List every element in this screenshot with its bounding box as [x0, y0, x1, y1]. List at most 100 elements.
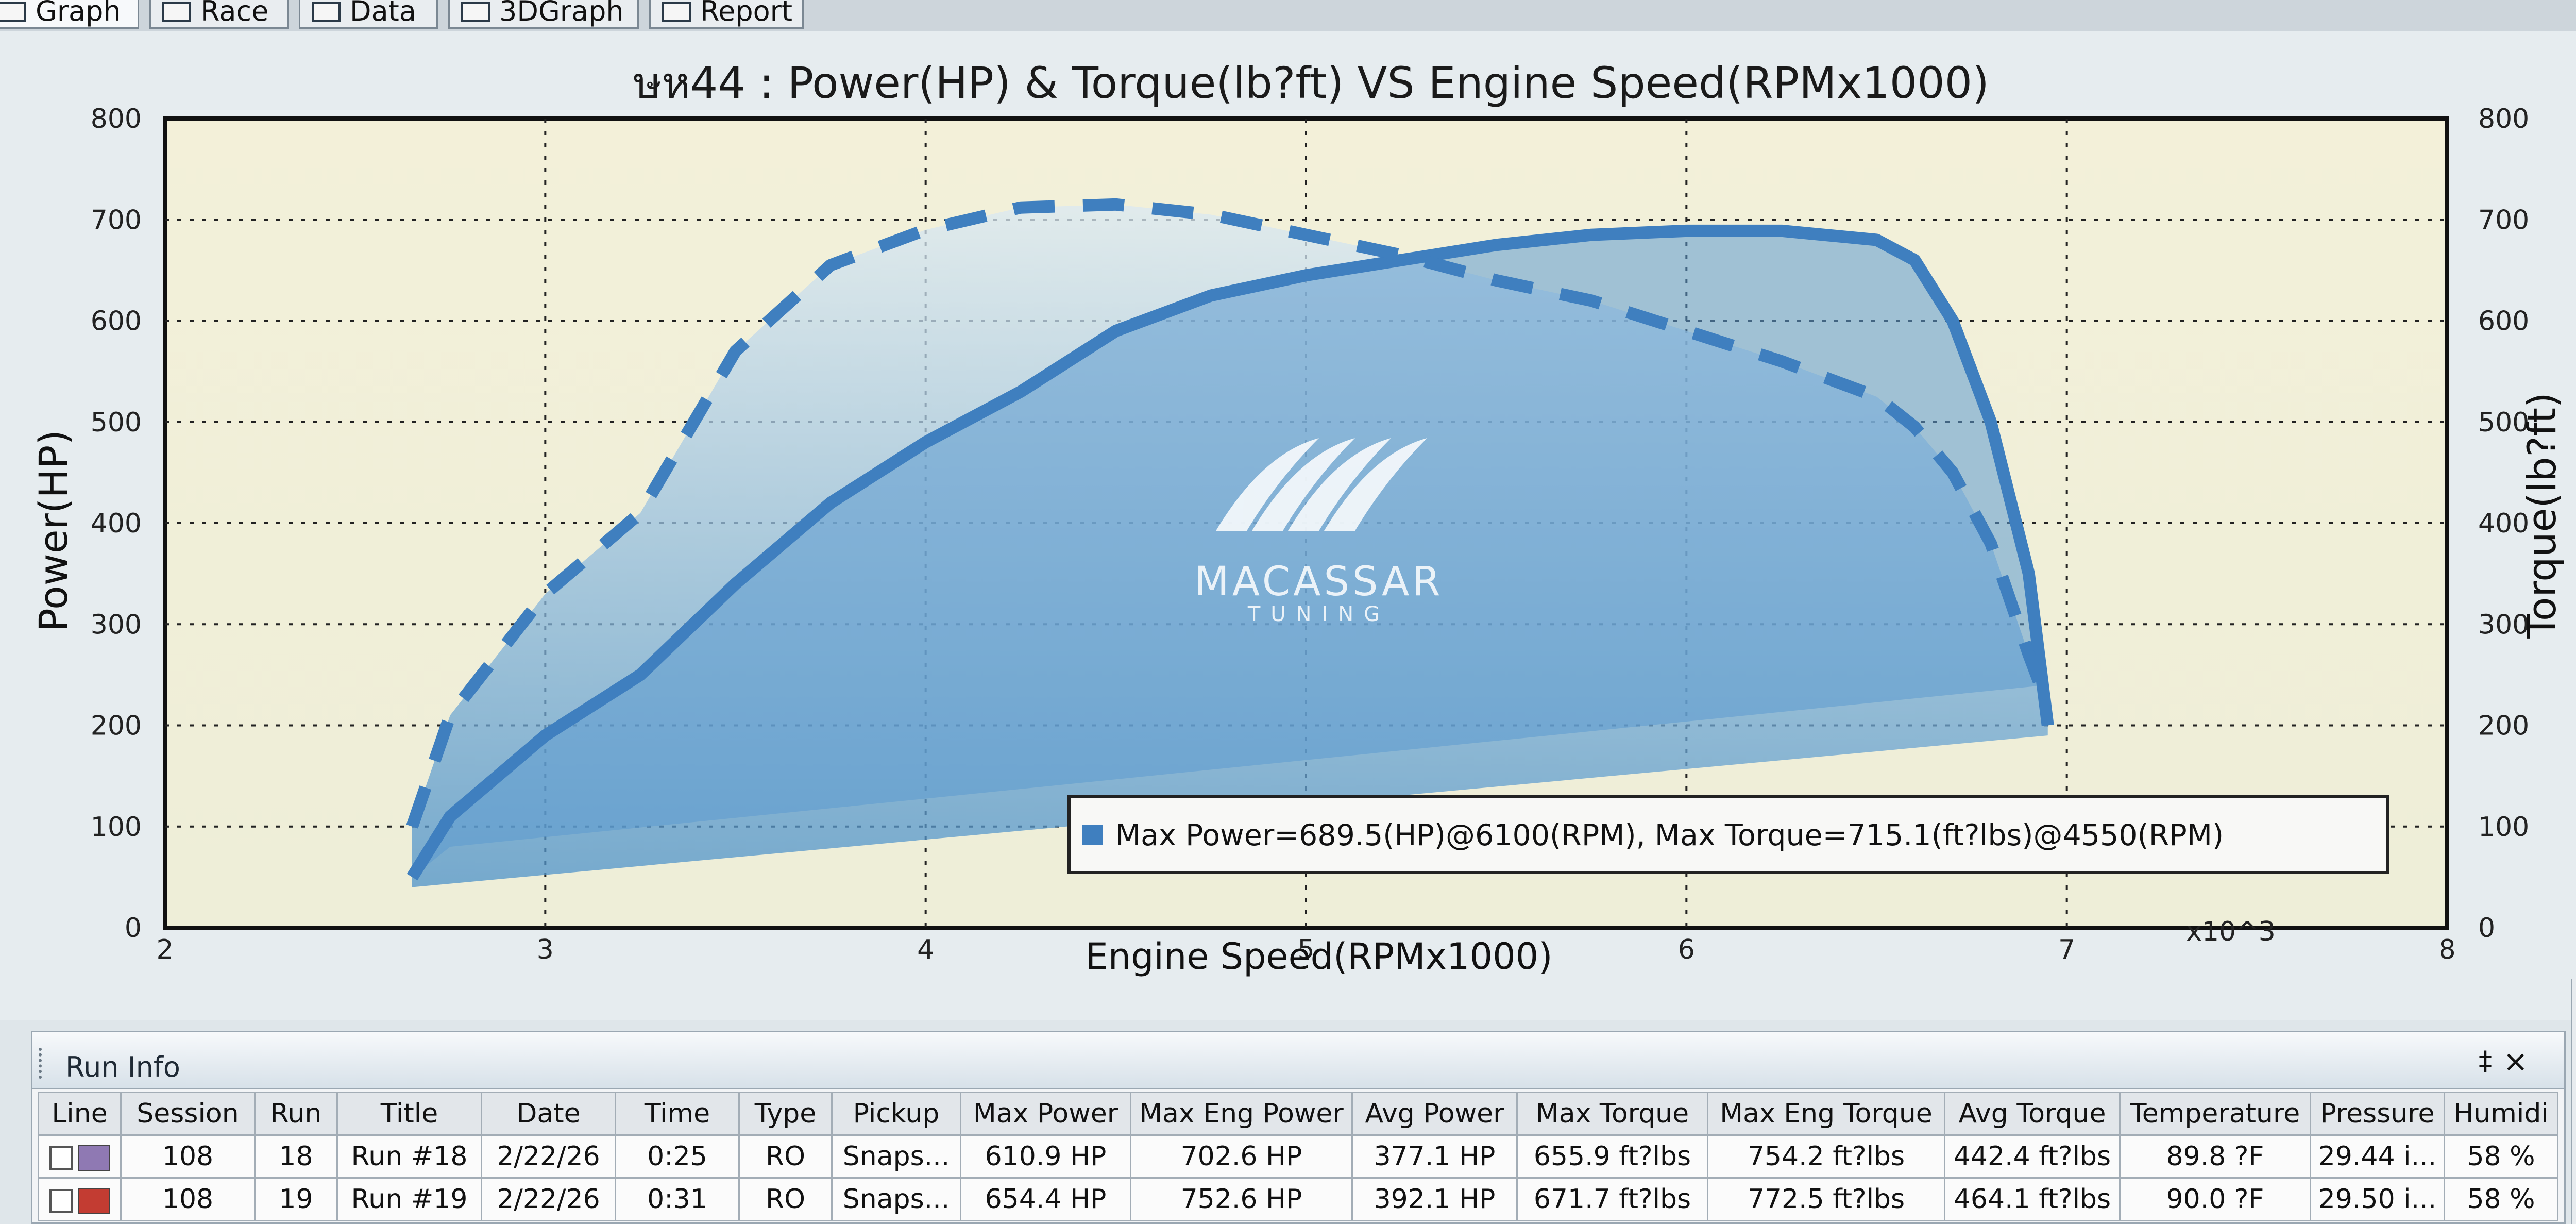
column-header[interactable]: Line: [38, 1092, 122, 1136]
y-left-tick-label: 300: [91, 609, 142, 640]
y-right-tick-label: 700: [2478, 205, 2529, 236]
tab-race-label: Race: [200, 0, 269, 27]
column-header[interactable]: Type: [738, 1092, 833, 1136]
table-cell: 58 %: [2444, 1134, 2558, 1179]
y-left-tick-label: 200: [91, 711, 142, 742]
table-cell: Snaps...: [831, 1177, 961, 1221]
y-right-tick-label: 400: [2478, 508, 2529, 539]
table-row[interactable]: 108 19 Run #19 2/22/26 0:31 RO Snaps... 654.4 H…: [38, 1177, 2558, 1221]
y-left-tick-label: 800: [91, 104, 142, 135]
tab-graph[interactable]: Graph: [0, 0, 139, 29]
table-cell: 392.1 HP: [1351, 1177, 1518, 1221]
line-cell[interactable]: [38, 1177, 122, 1221]
grip-icon[interactable]: [39, 1048, 53, 1079]
torque-series-line: [406, 198, 2054, 829]
legend-text: Max Power=689.5(HP)@6100(RPM), Max Torqu…: [1115, 818, 2224, 852]
y-left-axis-label: Power(HP): [30, 430, 76, 632]
tab-race[interactable]: Race: [149, 0, 289, 29]
column-header[interactable]: Humidi: [2444, 1092, 2558, 1136]
y-right-tick-label: 300: [2478, 609, 2529, 640]
y-left-tick-label: 500: [91, 407, 142, 438]
table-cell: 108: [120, 1177, 256, 1221]
table-cell: Snaps...: [831, 1134, 961, 1179]
x-tick-label: 8: [2438, 934, 2455, 965]
y-right-ticks: 0 100 200 300 400 500 600 700 800: [2478, 104, 2529, 944]
x-tick-label: 4: [917, 934, 934, 965]
column-header[interactable]: Pressure: [2310, 1092, 2445, 1136]
series-layer: [406, 198, 2054, 881]
power-area: [412, 230, 2048, 877]
column-header[interactable]: Max Eng Power: [1130, 1092, 1353, 1136]
tab-bar: Graph Race Data 3DGraph Report: [0, 0, 2576, 32]
run-info-panel: Run Info ‡ × Line Session Run Title Date Time…: [31, 1031, 2566, 1224]
run-info-title: Run Info: [65, 1051, 180, 1083]
pin-icon[interactable]: ‡: [2479, 1046, 2492, 1077]
x-tick-label: 5: [1297, 934, 1314, 965]
table-cell: 654.4 HP: [960, 1177, 1131, 1221]
tab-3dgraph[interactable]: 3DGraph: [448, 0, 639, 29]
table-cell: RO: [738, 1134, 833, 1179]
close-icon[interactable]: ×: [2503, 1044, 2528, 1079]
x-ticks: 2 3 4 5 6 7 8: [156, 934, 2455, 965]
legend-swatch: [1082, 825, 1103, 845]
table-cell: 0:31: [615, 1177, 740, 1221]
table-cell: 702.6 HP: [1130, 1134, 1353, 1179]
column-header[interactable]: Session: [120, 1092, 256, 1136]
table-cell: 89.8 ?F: [2119, 1134, 2311, 1179]
column-header[interactable]: Temperature: [2119, 1092, 2311, 1136]
column-header[interactable]: Pickup: [831, 1092, 961, 1136]
x-axis-label: Engine Speed(RPMx1000): [1085, 935, 1552, 978]
column-header[interactable]: Max Torque: [1516, 1092, 1708, 1136]
y-right-tick-label: 600: [2478, 306, 2529, 337]
column-header[interactable]: Avg Power: [1351, 1092, 1518, 1136]
line-checkbox[interactable]: [49, 1146, 73, 1170]
legend-box: Max Power=689.5(HP)@6100(RPM), Max Torqu…: [1067, 795, 2389, 874]
line-color-swatch[interactable]: [78, 1145, 110, 1171]
table-cell: RO: [738, 1177, 833, 1221]
table-cell: 29.44 i...: [2310, 1134, 2445, 1179]
table-cell: 29.50 i...: [2310, 1177, 2445, 1221]
macassar-logo: MACASSAR TUNING: [1194, 438, 1440, 626]
line-color-swatch[interactable]: [78, 1188, 110, 1214]
y-left-tick-label: 100: [91, 812, 142, 843]
power-series-line: [406, 224, 2054, 881]
column-header[interactable]: Time: [615, 1092, 740, 1136]
graph-icon: [0, 2, 26, 22]
y-left-tick-label: 700: [91, 205, 142, 236]
table-cell: 377.1 HP: [1351, 1134, 1518, 1179]
line-cell[interactable]: [38, 1134, 122, 1179]
table-row[interactable]: 108 18 Run #18 2/22/26 0:25 RO Snaps... 610.9 H…: [38, 1134, 2558, 1179]
column-header[interactable]: Max Power: [960, 1092, 1131, 1136]
y-left-ticks: 0 100 200 300 400 500 600 700 800: [91, 104, 142, 944]
column-header[interactable]: Date: [481, 1092, 616, 1136]
line-checkbox[interactable]: [49, 1189, 73, 1213]
table-cell: 610.9 HP: [960, 1134, 1131, 1179]
tab-data-label: Data: [350, 0, 416, 27]
watermark-sub: TUNING: [1247, 602, 1390, 626]
run-info-header: Run Info ‡ ×: [32, 1032, 2564, 1089]
data-icon: [312, 2, 341, 22]
table-cell: 655.9 ft?lbs: [1516, 1134, 1708, 1179]
y-right-axis-label: Torque(lb?ft): [2519, 392, 2565, 639]
run-table: Line Session Run Title Date Time Type Pickup Max…: [38, 1092, 2558, 1221]
y-right-tick-label: 200: [2478, 711, 2529, 742]
table-cell: 2/22/26: [481, 1134, 616, 1179]
column-header[interactable]: Run: [254, 1092, 338, 1136]
y-left-tick-label: 400: [91, 508, 142, 539]
column-header[interactable]: Avg Torque: [1944, 1092, 2121, 1136]
3dgraph-icon: [461, 2, 490, 22]
vertical-scrollbar[interactable]: [2571, 979, 2576, 1224]
race-icon: [162, 2, 191, 22]
table-cell: 18: [254, 1134, 338, 1179]
tab-data[interactable]: Data: [299, 0, 438, 29]
tab-graph-label: Graph: [36, 0, 121, 27]
table-cell: 772.5 ft?lbs: [1707, 1177, 1945, 1221]
report-icon: [662, 2, 691, 22]
y-right-tick-label: 500: [2478, 407, 2529, 438]
x-tick-label: 6: [1678, 934, 1695, 965]
column-header[interactable]: Title: [336, 1092, 482, 1136]
y-right-tick-label: 0: [2478, 913, 2495, 944]
tab-3dgraph-label: 3DGraph: [499, 0, 624, 27]
tab-report[interactable]: Report: [649, 0, 804, 29]
column-header[interactable]: Max Eng Torque: [1707, 1092, 1945, 1136]
